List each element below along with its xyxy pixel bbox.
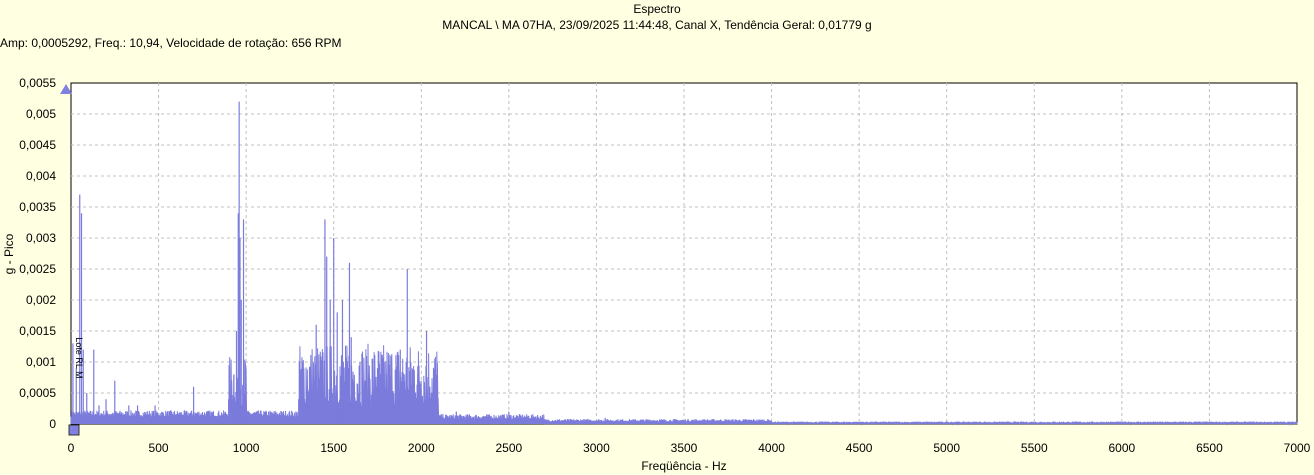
chart-subtitle: MANCAL \ MA 07HA, 23/09/2025 11:44:48, C…: [442, 18, 872, 32]
x-tick-label: 6500: [1196, 441, 1223, 455]
x-tick-label: 5500: [1021, 441, 1048, 455]
spectrum-peaks: [72, 101, 606, 424]
y-tick-label: 0,0015: [19, 324, 56, 338]
y-tick-label: 0,0025: [19, 262, 56, 276]
grid-lines: [71, 83, 1297, 424]
y-tick-label: 0,005: [26, 107, 56, 121]
y-tick-label: 0,0035: [19, 200, 56, 214]
spectrum-series-line: [70, 343, 1298, 426]
y-tick-label: 0: [49, 417, 56, 431]
y-tick-label: 0,0005: [19, 386, 56, 400]
x-tick-label: 0: [68, 441, 75, 455]
y-tick-label: 0,0055: [19, 76, 56, 90]
cursor-top-marker-icon[interactable]: [60, 84, 72, 94]
x-tick-label: 3000: [583, 441, 610, 455]
y-axis-ticks: 0 0,0005 0,001 0,0015 0,002 0,0025 0,003 0,0035…: [19, 76, 56, 431]
x-axis-label: Freqüência - Hz: [641, 459, 726, 473]
x-tick-label: 1500: [320, 441, 347, 455]
x-tick-label: 6000: [1109, 441, 1136, 455]
y-tick-label: 0,004: [26, 169, 56, 183]
x-tick-label: 2500: [496, 441, 523, 455]
y-tick-label: 0,002: [26, 293, 56, 307]
y-axis-label: g - Pico: [2, 233, 16, 274]
x-tick-label: 5000: [933, 441, 960, 455]
cursor-bottom-marker-icon[interactable]: [68, 424, 80, 436]
y-tick-label: 0,001: [26, 355, 56, 369]
x-axis-ticks: 0 500 1000 1500 2000 2500 3000 3500 4000 4500 5000…: [68, 441, 1311, 455]
x-tick-label: 4500: [846, 441, 873, 455]
y-tick-label: 0,003: [26, 231, 56, 245]
y-tick-label: 0,0045: [19, 138, 56, 152]
x-tick-label: 3500: [671, 441, 698, 455]
x-tick-label: 2000: [408, 441, 435, 455]
cursor-readout: Amp: 0,0005292, Freq.: 10,94, Velocidade…: [0, 36, 342, 50]
side-marker-label: Lote RL M: [74, 337, 84, 378]
x-tick-label: 1000: [233, 441, 260, 455]
x-tick-label: 500: [149, 441, 169, 455]
x-tick-label: 4000: [758, 441, 785, 455]
chart-title: Espectro: [633, 2, 681, 16]
x-tick-label: 7000: [1284, 441, 1311, 455]
